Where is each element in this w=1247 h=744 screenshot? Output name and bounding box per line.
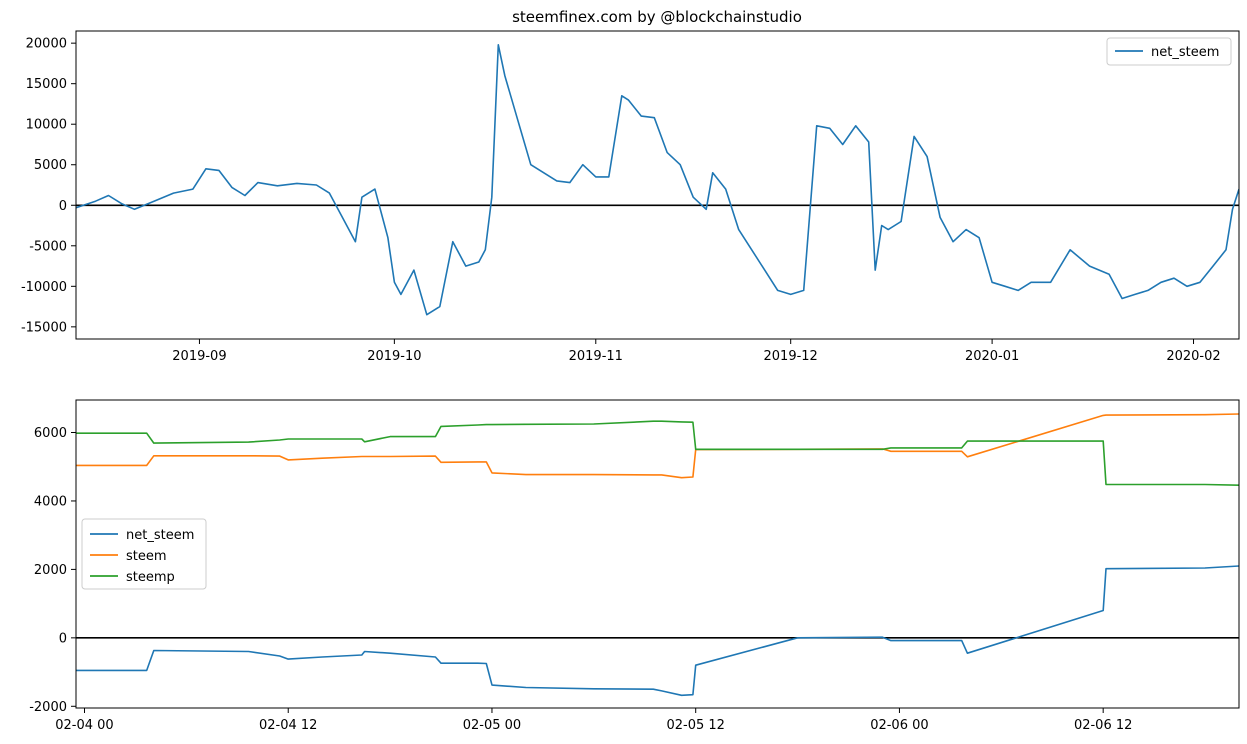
x-tick-label: 2019-11 [569, 349, 623, 364]
y-tick-label: 5000 [34, 158, 67, 173]
legend-label-net-steem-bottom: net_steem [126, 528, 194, 543]
x-tick-label: 02-06 12 [1074, 718, 1132, 733]
legend-box-bottom [81, 518, 207, 590]
y-tick-label: 0 [59, 199, 67, 214]
y-tick-label: -10000 [21, 280, 67, 295]
x-tick-label: 02-04 00 [55, 718, 113, 733]
x-tick-label: 02-05 12 [666, 718, 724, 733]
series-line-net-steem [76, 43, 1239, 316]
plot-area-top [76, 31, 1239, 339]
legend-top: net_steem [1106, 37, 1232, 66]
y-tick-label: -5000 [29, 239, 67, 254]
y-tick-label: 10000 [26, 118, 67, 133]
legend-bottom: net_steem steem steemp [81, 518, 207, 590]
legend-label-net-steem: net_steem [1151, 45, 1219, 60]
series-group-top [76, 43, 1239, 316]
y-axis-top: -15000 -10000 -5000 0 5000 10000 15000 20000 [21, 37, 76, 335]
x-tick-label: 2020-01 [965, 349, 1019, 364]
y-tick-label: 4000 [34, 494, 67, 509]
series-line-steemp [76, 420, 1239, 486]
x-tick-label: 02-04 12 [259, 718, 317, 733]
series-line-net-steem [76, 565, 1239, 697]
y-tick-label: 15000 [26, 77, 67, 92]
chart-bottom: -2000 0 2000 4000 6000 02-04 00 02-04 12 02-05… [29, 399, 1240, 733]
plot-frame-top [75, 30, 1240, 340]
x-tick-label: 2019-09 [172, 349, 226, 364]
series-line-steem [76, 413, 1239, 479]
x-tick-label: 2019-10 [367, 349, 421, 364]
x-tick-label: 02-06 00 [870, 718, 928, 733]
legend-label-steemp: steemp [126, 570, 175, 585]
y-tick-label: -2000 [29, 700, 67, 715]
chart-top: steemfinex.com by @blockchainstudio -150… [21, 8, 1240, 364]
series-group-bottom [76, 413, 1239, 697]
plot-area-bottom [76, 400, 1239, 708]
y-tick-label: 6000 [34, 426, 67, 441]
x-tick-label: 02-05 00 [463, 718, 521, 733]
x-axis-top: 2019-09 2019-10 2019-11 2019-12 2020-01 2020-… [172, 339, 1221, 364]
legend-box-top [1106, 37, 1232, 66]
y-tick-label: 2000 [34, 563, 67, 578]
y-tick-label: 20000 [26, 37, 67, 52]
chart-title: steemfinex.com by @blockchainstudio [512, 8, 802, 26]
x-axis-bottom: 02-04 00 02-04 12 02-05 00 02-05 12 02-06 00… [55, 708, 1132, 733]
y-tick-label: 0 [59, 631, 67, 646]
x-tick-label: 2019-12 [764, 349, 818, 364]
legend-label-steem: steem [126, 549, 167, 564]
x-tick-label: 2020-02 [1166, 349, 1220, 364]
y-tick-label: -15000 [21, 320, 67, 335]
y-axis-bottom: -2000 0 2000 4000 6000 [29, 426, 76, 715]
plot-frame-bottom [75, 399, 1240, 709]
